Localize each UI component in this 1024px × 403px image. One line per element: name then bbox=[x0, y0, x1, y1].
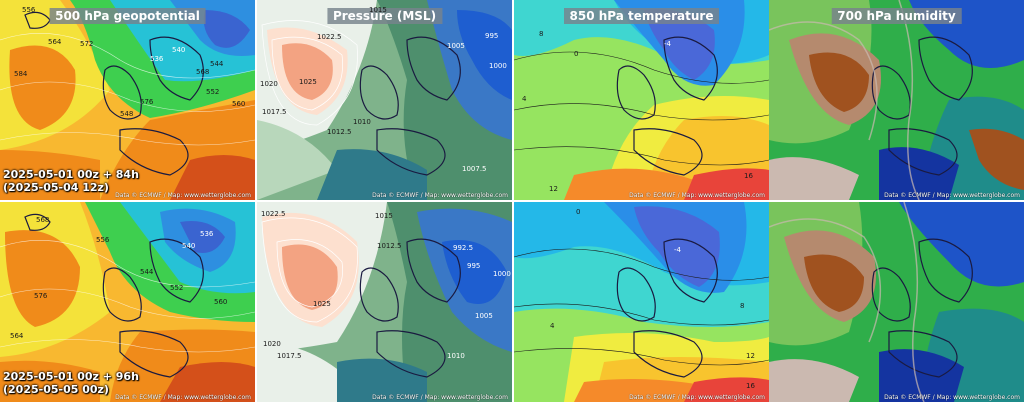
contour-label: 536 bbox=[150, 55, 164, 63]
panel-rh700-84h[interactable]: 700 hPa humidity Data © ECMWF / Map: www… bbox=[769, 0, 1024, 200]
contour-label: 0 bbox=[576, 208, 581, 216]
contour-label: 995 bbox=[467, 262, 481, 270]
contour-label: 556 bbox=[96, 236, 110, 244]
data-credit: Data © ECMWF / Map: www.wetterglobe.com bbox=[884, 394, 1020, 401]
contour-label: 4 bbox=[522, 95, 527, 103]
geopotential-map bbox=[0, 202, 255, 402]
contour-label: 1025 bbox=[299, 78, 317, 86]
humidity-map bbox=[769, 202, 1024, 402]
contour-label: 572 bbox=[80, 40, 94, 48]
contour-label: 540 bbox=[182, 242, 196, 250]
temperature-map bbox=[514, 0, 769, 200]
panel-title: 850 hPa temperature bbox=[563, 8, 720, 24]
temperature-map bbox=[514, 202, 769, 402]
pressure-map bbox=[257, 0, 512, 200]
contour-label: 568 bbox=[196, 68, 210, 76]
contour-label: 8 bbox=[539, 30, 544, 38]
contour-label: 8 bbox=[740, 302, 745, 310]
contour-label: 1007.5 bbox=[462, 165, 487, 173]
contour-label: 1000 bbox=[489, 62, 507, 70]
geopotential-map bbox=[0, 0, 255, 200]
contour-label: 16 bbox=[744, 172, 753, 180]
contour-label: 1022.5 bbox=[261, 210, 286, 218]
contour-label: 540 bbox=[172, 46, 186, 54]
contour-label: 544 bbox=[210, 60, 224, 68]
contour-label: 1010 bbox=[447, 352, 465, 360]
contour-label: 560 bbox=[214, 298, 228, 306]
data-credit: Data © ECMWF / Map: www.wetterglobe.com bbox=[884, 192, 1020, 199]
data-credit: Data © ECMWF / Map: www.wetterglobe.com bbox=[372, 394, 508, 401]
data-credit: Data © ECMWF / Map: www.wetterglobe.com bbox=[115, 192, 251, 199]
contour-label: 560 bbox=[232, 100, 246, 108]
contour-label: 548 bbox=[120, 110, 134, 118]
contour-label: 556 bbox=[22, 6, 36, 14]
run-time: 2025-05-01 00z + 96h bbox=[3, 370, 139, 383]
panel-msl-96h[interactable]: Data © ECMWF / Map: www.wetterglobe.com … bbox=[257, 202, 512, 402]
contour-label: 1010 bbox=[353, 118, 371, 126]
panel-geopotential-84h[interactable]: 500 hPa geopotential 2025-05-01 00z + 84… bbox=[0, 0, 255, 200]
humidity-map bbox=[769, 0, 1024, 200]
contour-label: 1005 bbox=[475, 312, 493, 320]
contour-label: -4 bbox=[664, 40, 671, 48]
contour-label: 544 bbox=[140, 268, 154, 276]
contour-label: 16 bbox=[746, 382, 755, 390]
contour-label: 568 bbox=[36, 216, 50, 224]
data-credit: Data © ECMWF / Map: www.wetterglobe.com bbox=[372, 192, 508, 199]
contour-label: 552 bbox=[170, 284, 184, 292]
panel-title: 700 hPa humidity bbox=[831, 8, 962, 24]
panel-rh700-96h[interactable]: Data © ECMWF / Map: www.wetterglobe.com bbox=[769, 202, 1024, 402]
run-info: 2025-05-01 00z + 84h (2025-05-04 12z) bbox=[3, 168, 139, 194]
contour-label: 564 bbox=[10, 332, 24, 340]
contour-label: 12 bbox=[549, 185, 558, 193]
run-time: 2025-05-01 00z + 84h bbox=[3, 168, 139, 181]
contour-label: 1020 bbox=[263, 340, 281, 348]
contour-label: 1012.5 bbox=[377, 242, 402, 250]
contour-label: 584 bbox=[14, 70, 28, 78]
contour-label: 1015 bbox=[375, 212, 393, 220]
contour-label: 1012.5 bbox=[327, 128, 352, 136]
contour-label: 536 bbox=[200, 230, 214, 238]
data-credit: Data © ECMWF / Map: www.wetterglobe.com bbox=[115, 394, 251, 401]
panel-title: Pressure (MSL) bbox=[326, 8, 443, 24]
contour-label: 0 bbox=[574, 50, 579, 58]
contour-label: 4 bbox=[550, 322, 555, 330]
contour-label: 1000 bbox=[493, 270, 511, 278]
contour-label: 576 bbox=[140, 98, 154, 106]
contour-label: 995 bbox=[485, 32, 499, 40]
contour-label: 1017.5 bbox=[277, 352, 302, 360]
contour-label: 12 bbox=[746, 352, 755, 360]
contour-label: 1017.5 bbox=[262, 108, 287, 116]
valid-time: (2025-05-05 00z) bbox=[3, 383, 109, 396]
contour-label: 564 bbox=[48, 38, 62, 46]
contour-label: 1025 bbox=[313, 300, 331, 308]
contour-label: 552 bbox=[206, 88, 220, 96]
panel-t850-96h[interactable]: Data © ECMWF / Map: www.wetterglobe.com … bbox=[514, 202, 769, 402]
contour-label: -4 bbox=[674, 246, 681, 254]
contour-label: 1020 bbox=[260, 80, 278, 88]
data-credit: Data © ECMWF / Map: www.wetterglobe.com bbox=[629, 394, 765, 401]
panel-t850-84h[interactable]: 850 hPa temperature Data © ECMWF / Map: … bbox=[514, 0, 769, 200]
contour-label: 1015 bbox=[369, 6, 387, 14]
panel-geopotential-96h[interactable]: 2025-05-01 00z + 96h (2025-05-05 00z) Da… bbox=[0, 202, 255, 402]
contour-label: 1005 bbox=[447, 42, 465, 50]
contour-label: 992.5 bbox=[453, 244, 474, 252]
contour-label: 576 bbox=[34, 292, 48, 300]
pressure-map bbox=[257, 202, 512, 402]
panel-msl-84h[interactable]: Pressure (MSL) Data © ECMWF / Map: www.w… bbox=[257, 0, 512, 200]
contour-label: 1022.5 bbox=[317, 33, 342, 41]
panel-title: 500 hPa geopotential bbox=[49, 8, 206, 24]
valid-time: (2025-05-04 12z) bbox=[3, 181, 109, 194]
run-info: 2025-05-01 00z + 96h (2025-05-05 00z) bbox=[3, 370, 139, 396]
data-credit: Data © ECMWF / Map: www.wetterglobe.com bbox=[629, 192, 765, 199]
